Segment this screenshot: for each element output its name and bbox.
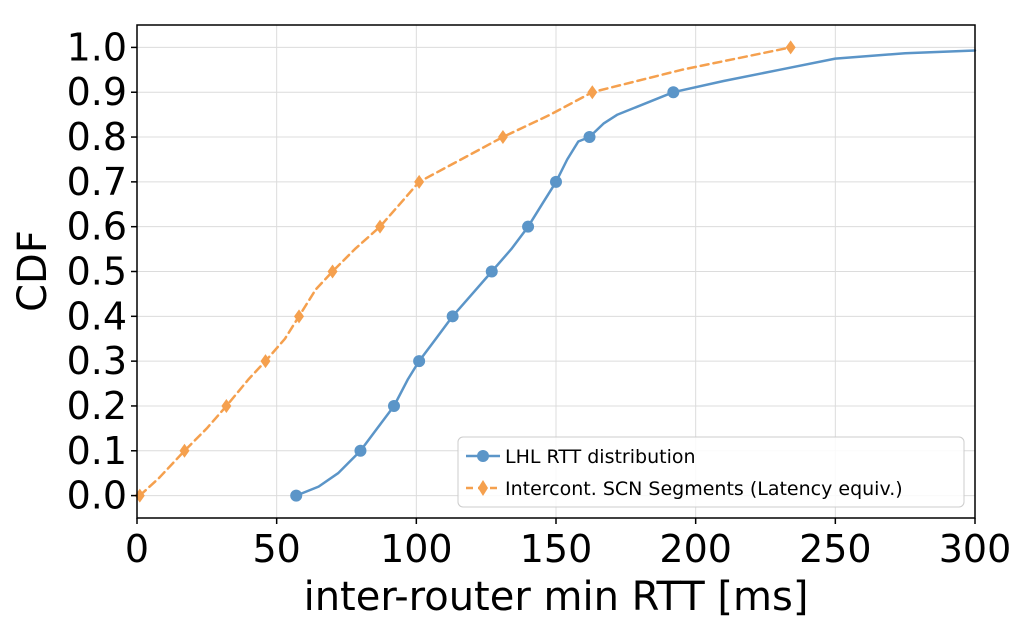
series-line-lhl bbox=[294, 49, 977, 497]
data-point-scn bbox=[587, 85, 598, 100]
x-tick-label: 300 bbox=[939, 527, 1012, 571]
data-point-scn bbox=[221, 398, 232, 413]
data-point-lhl bbox=[290, 489, 303, 502]
data-point-lhl bbox=[522, 220, 535, 233]
tick-labels: 0 50 100 150 200 250 3000.00.10.20.30.40.50.60… bbox=[67, 25, 1012, 571]
data-point-lhl bbox=[583, 131, 596, 144]
data-point-scn bbox=[260, 354, 271, 369]
data-point-lhl bbox=[413, 355, 426, 368]
x-tick-label: 100 bbox=[380, 527, 453, 571]
data-point-scn bbox=[414, 174, 425, 189]
y-tick-label: 0.5 bbox=[67, 250, 127, 294]
y-tick-label: 1.0 bbox=[67, 25, 127, 69]
y-tick-label: 0.8 bbox=[67, 115, 127, 159]
data-point-scn bbox=[327, 264, 338, 279]
data-point-lhl bbox=[485, 265, 498, 278]
y-tick-label: 0.2 bbox=[67, 384, 127, 428]
legend: LHL RTT distribution Intercont. SCN Segm… bbox=[457, 436, 965, 508]
y-tick-label: 0.1 bbox=[67, 429, 127, 473]
data-point-lhl bbox=[354, 444, 367, 457]
y-tick-label: 0.3 bbox=[67, 339, 127, 383]
y-tick-label: 0.9 bbox=[67, 70, 127, 114]
x-tick-label: 200 bbox=[659, 527, 732, 571]
x-tick-label: 0 bbox=[125, 527, 149, 571]
y-tick-label: 0.0 bbox=[67, 474, 127, 518]
legend-label-scn: Intercont. SCN Segments (Latency equiv.) bbox=[505, 478, 903, 500]
legend-marker-scn bbox=[478, 480, 488, 496]
data-point-lhl bbox=[387, 399, 400, 412]
y-axis-title: CDF bbox=[10, 230, 56, 312]
data-point-scn bbox=[497, 130, 508, 145]
data-point-scn bbox=[785, 40, 796, 55]
x-axis-title: inter-router min RTT [ms] bbox=[304, 574, 809, 620]
y-tick-label: 0.6 bbox=[67, 205, 127, 249]
data-point-lhl bbox=[446, 310, 459, 323]
data-point-lhl bbox=[550, 175, 562, 188]
y-tick-label: 0.4 bbox=[67, 294, 127, 338]
series-line-scn bbox=[138, 46, 792, 497]
y-tick-label: 0.7 bbox=[67, 160, 127, 204]
grid bbox=[136, 25, 976, 518]
x-tick-label: 150 bbox=[520, 527, 593, 571]
legend-box bbox=[457, 436, 965, 508]
data-point-lhl bbox=[667, 86, 680, 99]
data-point-scn bbox=[179, 443, 190, 458]
data-point-scn bbox=[294, 309, 305, 324]
legend-marker-lhl bbox=[477, 450, 489, 462]
x-tick-label: 50 bbox=[252, 527, 300, 571]
series-layer bbox=[134, 40, 977, 503]
legend-label-lhl: LHL RTT distribution bbox=[505, 446, 696, 468]
x-tick-label: 250 bbox=[799, 527, 872, 571]
data-point-scn bbox=[375, 219, 386, 234]
